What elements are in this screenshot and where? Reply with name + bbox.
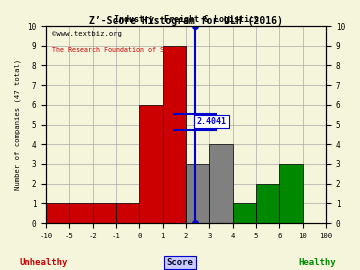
Bar — [279, 164, 303, 223]
Bar — [163, 46, 186, 223]
Bar — [46, 203, 69, 223]
Bar — [69, 203, 93, 223]
Text: Score: Score — [167, 258, 193, 267]
Bar — [256, 184, 279, 223]
Text: Unhealthy: Unhealthy — [19, 258, 67, 267]
Bar — [186, 164, 210, 223]
Bar — [139, 105, 163, 223]
Text: 2.4041: 2.4041 — [197, 117, 226, 126]
Title: Z’-Score Histogram for ULH (2016): Z’-Score Histogram for ULH (2016) — [89, 16, 283, 26]
Bar — [233, 203, 256, 223]
Text: ©www.textbiz.org: ©www.textbiz.org — [51, 31, 122, 37]
Y-axis label: Number of companies (47 total): Number of companies (47 total) — [15, 59, 22, 190]
Bar — [93, 203, 116, 223]
Text: The Research Foundation of SUNY: The Research Foundation of SUNY — [51, 47, 176, 53]
Text: Industry: Freight & Logistics: Industry: Freight & Logistics — [113, 15, 258, 24]
Text: Healthy: Healthy — [298, 258, 336, 267]
Bar — [116, 203, 139, 223]
Bar — [210, 144, 233, 223]
